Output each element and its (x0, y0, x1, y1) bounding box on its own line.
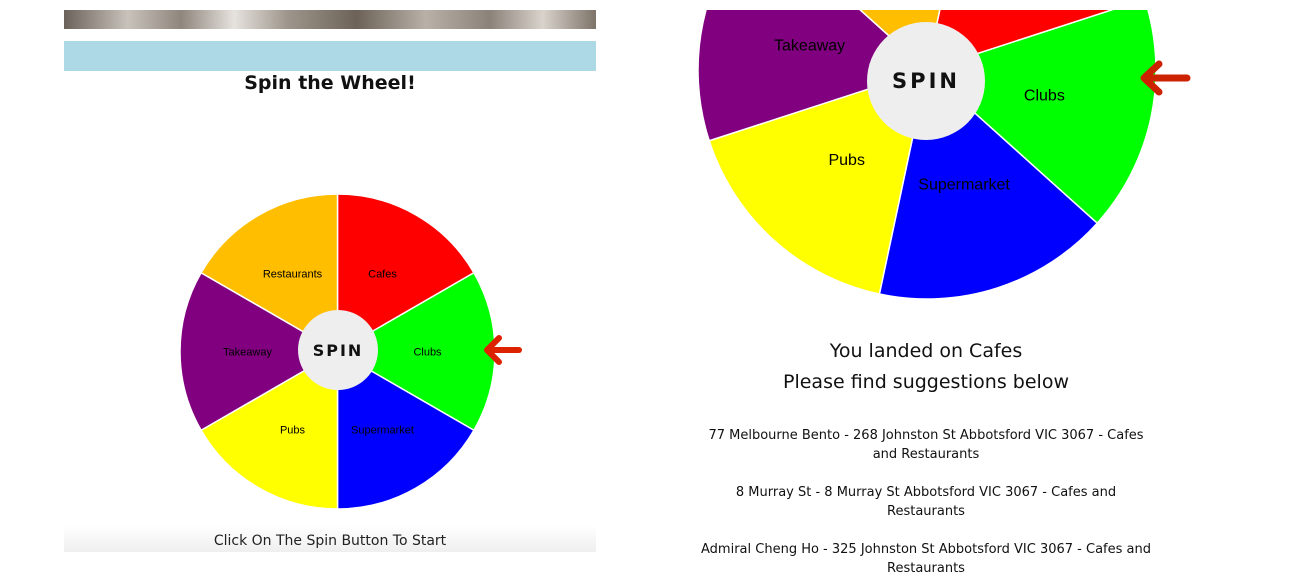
pointer-arrow-icon (484, 335, 522, 365)
result-subline: Please find suggestions below (783, 371, 1069, 393)
wheel-segment-supermarket (336, 350, 475, 510)
wheel-segment-takeaway (179, 271, 339, 432)
top-clip (690, 0, 1306, 10)
suggestion-list: 77 Melbourne Bento - 268 Johnston St Abb… (698, 426, 1154, 579)
wheel-label-takeaway: Takeaway (774, 38, 845, 55)
right-panel: CafesClubsSupermarketPubsTakeawayRestaur… (690, 0, 1306, 579)
wheel-label-clubs: Clubs (1024, 88, 1065, 105)
wheel-segment-pubs (708, 68, 929, 295)
wheel-label-restaurants: Restaurants (263, 268, 323, 280)
wheel-segment-pubs (200, 350, 339, 510)
wheel-label-supermarket: Supermarket (351, 424, 414, 436)
wheel-label-clubs: Clubs (413, 346, 442, 358)
header-bar (64, 41, 596, 71)
wheel-segment-clubs (925, 0, 1157, 225)
wheel-label-supermarket: Supermarket (918, 177, 1010, 194)
suggestion-item[interactable]: 8 Murray St - 8 Murray St Abbotsford VIC… (735, 485, 1117, 519)
spin-button[interactable]: SPIN (298, 310, 378, 390)
wheel-label-cafes: Cafes (368, 268, 397, 280)
wheel-segment-restaurants (200, 193, 339, 353)
result-line: You landed on Cafes (829, 340, 1023, 362)
result-message: You landed on Cafes Please find suggesti… (690, 336, 1162, 398)
wheel-segment-cafes (336, 193, 475, 353)
suggestion-item[interactable]: 77 Melbourne Bento - 268 Johnston St Abb… (708, 428, 1144, 462)
wheel-segment-takeaway (697, 0, 929, 142)
spin-wheel-result[interactable]: CafesClubsSupermarketPubsTakeawayRestaur… (697, 0, 1157, 300)
suggestion-item[interactable]: Admiral Cheng Ho - 325 Johnston St Abbot… (701, 542, 1151, 576)
hero-image (64, 10, 596, 29)
page-title: Spin the Wheel! (244, 72, 416, 94)
wheel-label-pubs: Pubs (280, 424, 306, 436)
wheel-label-takeaway: Takeaway (223, 346, 272, 358)
instruction-text: Click On The Spin Button To Start (64, 525, 596, 552)
spin-button-result[interactable]: SPIN (867, 22, 985, 140)
wheel-label-pubs: Pubs (828, 152, 864, 169)
pointer-arrow-icon (1140, 60, 1191, 96)
spin-wheel[interactable]: Cafes Clubs Supermarket Pubs Takeaway Restaur… (179, 193, 496, 510)
left-panel: Spin the Wheel! Cafes Clubs Supermarket Pub… (64, 0, 596, 579)
